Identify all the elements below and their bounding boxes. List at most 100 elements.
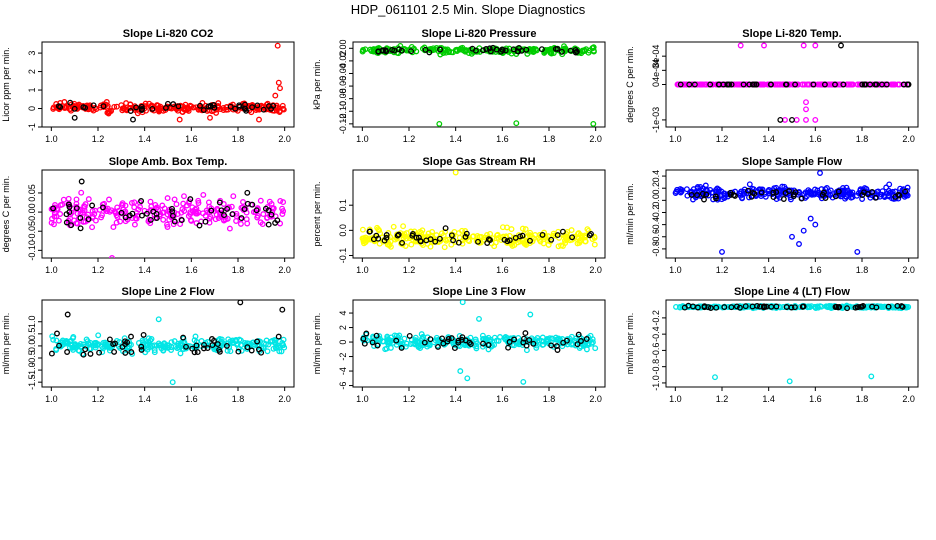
data-point-primary — [499, 224, 506, 231]
data-point-secondary — [409, 232, 416, 239]
data-point-primary — [391, 332, 398, 339]
data-point-primary — [592, 345, 599, 352]
data-point-secondary — [767, 81, 774, 88]
data-point-primary — [384, 241, 391, 248]
data-point-primary — [415, 339, 422, 346]
outlier-point — [590, 120, 597, 127]
y-tick-label: -0.8 — [651, 241, 661, 257]
data-point-secondary — [227, 103, 234, 110]
outlier-point — [868, 373, 875, 380]
data-point-secondary — [383, 232, 390, 238]
data-point-primary — [166, 342, 173, 349]
data-point-secondary — [726, 81, 733, 88]
data-point-primary — [590, 47, 597, 54]
data-point-secondary — [138, 107, 145, 114]
data-point-primary — [526, 232, 533, 239]
data-point-secondary — [798, 195, 805, 202]
data-point-primary — [65, 195, 72, 202]
data-point-primary — [848, 194, 855, 201]
data-point-primary — [888, 303, 895, 310]
outlier-point — [789, 116, 795, 123]
outlier-point — [812, 221, 819, 228]
data-point-primary — [240, 199, 246, 205]
data-point-primary — [361, 240, 367, 247]
data-point-primary — [164, 221, 170, 228]
x-tick-label: 1.8 — [232, 265, 245, 275]
y-tick-label: 1.0 — [27, 315, 37, 328]
data-point-secondary — [548, 236, 555, 243]
data-point-primary — [709, 81, 716, 88]
data-point-secondary — [694, 304, 701, 311]
x-tick-label: 1.0 — [669, 265, 682, 275]
data-point-secondary — [171, 218, 178, 225]
data-point-secondary — [112, 340, 118, 347]
data-point-primary — [53, 347, 60, 353]
y-axis-label: ml/min per min. — [312, 313, 322, 375]
x-tick-label: 1.0 — [356, 134, 369, 144]
data-point-secondary — [583, 336, 590, 342]
data-point-secondary — [241, 206, 248, 213]
outlier-point — [817, 170, 823, 176]
data-point-secondary — [574, 341, 581, 348]
data-point-primary — [181, 208, 188, 214]
data-point-secondary — [728, 81, 735, 88]
data-point-primary — [390, 223, 397, 230]
data-point-secondary — [398, 47, 405, 54]
y-tick-label: -0.02 — [338, 51, 348, 72]
data-point-secondary — [399, 239, 406, 246]
data-point-secondary — [128, 333, 134, 340]
x-tick-label: 1.6 — [809, 265, 822, 275]
y-tick-label: -1e-03 — [651, 107, 661, 133]
y-tick-label: -0.5 — [27, 350, 37, 366]
outlier-point — [789, 233, 795, 240]
data-point-secondary — [244, 189, 251, 196]
data-point-secondary — [169, 205, 175, 212]
data-point-primary — [737, 190, 744, 197]
data-point-primary — [153, 342, 160, 349]
data-point-secondary — [445, 336, 452, 342]
data-point-secondary — [242, 101, 248, 108]
data-point-primary — [200, 191, 207, 198]
data-point-primary — [225, 336, 232, 343]
data-point-primary — [272, 337, 278, 344]
data-point-primary — [427, 243, 434, 250]
data-point-secondary — [417, 238, 424, 245]
y-tick-label: -0.10 — [338, 101, 348, 122]
data-point-primary — [193, 205, 200, 212]
data-point-primary — [441, 244, 448, 251]
data-point-primary — [279, 205, 286, 212]
data-point-primary — [818, 195, 825, 202]
outlier-point — [520, 378, 527, 385]
plot-frame — [665, 169, 919, 259]
outlier-point — [457, 368, 464, 375]
data-point-primary — [259, 221, 266, 228]
data-point-secondary — [902, 188, 909, 195]
data-point-secondary — [819, 191, 826, 198]
x-tick-label: 2.0 — [589, 394, 602, 404]
data-point-primary — [205, 199, 212, 206]
data-point-secondary — [569, 234, 576, 241]
data-point-secondary — [80, 351, 87, 358]
data-point-secondary — [170, 101, 177, 108]
data-point-secondary — [422, 46, 429, 53]
data-point-primary — [273, 102, 280, 109]
data-point-primary — [491, 341, 498, 348]
data-point-secondary — [138, 343, 145, 350]
data-point-secondary — [398, 344, 405, 351]
data-point-primary — [193, 339, 200, 345]
scatter-points — [50, 42, 287, 123]
x-tick-label: 1.0 — [669, 394, 682, 404]
data-point-secondary — [883, 81, 890, 88]
data-point-primary — [82, 343, 89, 350]
data-point-primary — [182, 107, 189, 113]
data-point-primary — [131, 221, 138, 228]
data-point-secondary — [527, 237, 533, 244]
data-point-secondary — [175, 103, 182, 110]
data-point-primary — [99, 201, 106, 208]
data-point-primary — [171, 196, 178, 203]
data-point-secondary — [523, 46, 530, 53]
data-point-secondary — [588, 230, 594, 237]
data-point-secondary — [490, 44, 496, 51]
data-point-primary — [780, 304, 787, 310]
data-point-primary — [60, 196, 67, 203]
